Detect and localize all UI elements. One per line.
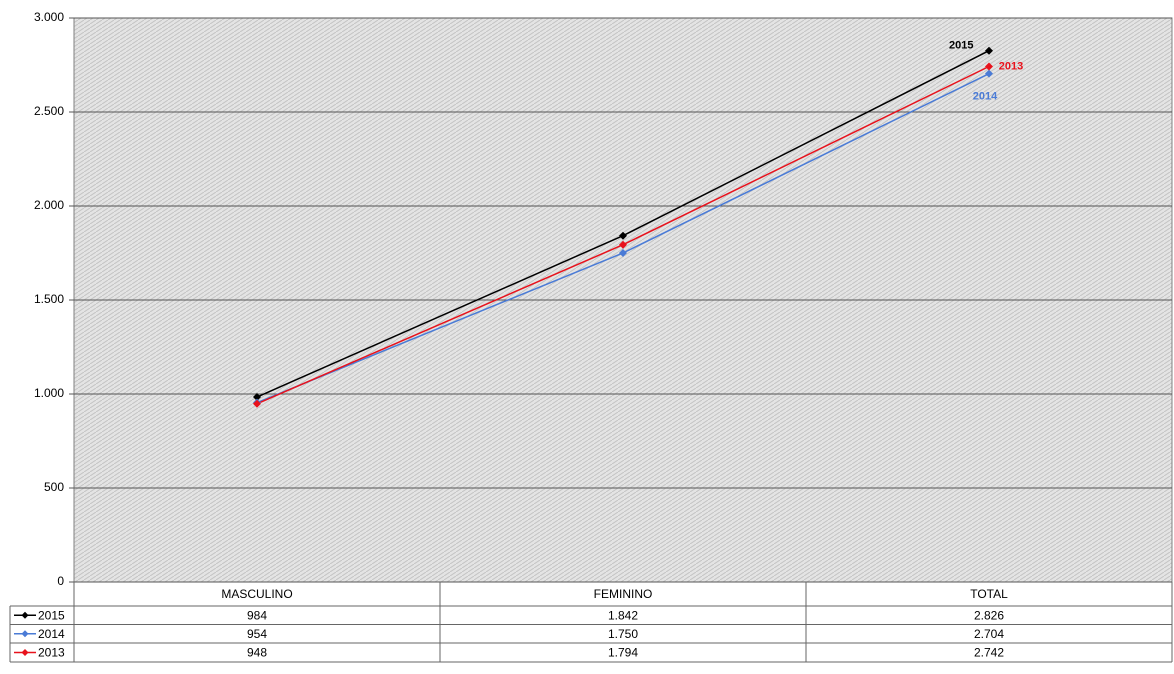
y-tick-label: 1.000: [34, 386, 64, 400]
y-tick-label: 3.000: [34, 10, 64, 24]
y-tick-label: 0: [57, 574, 64, 588]
series-end-label: 2013: [999, 60, 1023, 72]
series-end-label: 2015: [949, 40, 973, 52]
table-value: 2.742: [974, 646, 1004, 660]
data-point: [253, 393, 261, 402]
x-tick-label: MASCULINO: [221, 587, 292, 601]
y-tick-label: 500: [44, 480, 64, 494]
table-value: 1.750: [608, 627, 638, 641]
data-point: [619, 249, 627, 257]
table-value: 984: [247, 608, 267, 622]
data-point: [985, 62, 993, 71]
data-point: [253, 399, 261, 408]
x-tick-label: TOTAL: [970, 587, 1008, 601]
data-point: [619, 240, 627, 249]
y-tick-label: 2.000: [34, 198, 64, 212]
table-value: 948: [247, 646, 267, 660]
legend-key-marker: [21, 611, 29, 619]
data-point: [619, 231, 627, 240]
data-point: [985, 69, 993, 78]
legend-label: 2014: [38, 627, 65, 641]
table-value: 2.826: [974, 608, 1004, 622]
legend-key-marker: [21, 630, 29, 638]
table-value: 1.842: [608, 608, 638, 622]
series-end-label: 2014: [973, 91, 998, 103]
table-value: 954: [247, 627, 267, 641]
y-tick-label: 1.500: [34, 292, 64, 306]
table-value: 2.704: [974, 627, 1004, 641]
legend-key-marker: [21, 649, 29, 656]
table-value: 1.794: [608, 646, 638, 660]
x-tick-label: FEMININO: [594, 587, 653, 601]
data-point: [985, 46, 993, 55]
y-tick-label: 2.500: [34, 104, 64, 118]
legend-label: 2015: [38, 608, 65, 622]
legend-label: 2013: [38, 646, 65, 660]
